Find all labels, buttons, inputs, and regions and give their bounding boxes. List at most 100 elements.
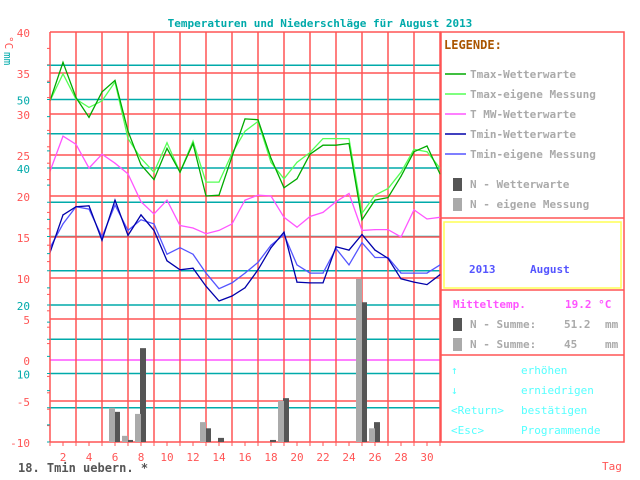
- data-point: [114, 204, 116, 206]
- data-point: [127, 234, 129, 236]
- sum-own-value: 45: [564, 338, 577, 351]
- temp-unit-label: °C: [2, 36, 15, 49]
- axes: 2 4 6 8 10 12 14 16 18 20 22 24 26 28 3040353025201510…: [10, 27, 441, 464]
- data-point: [179, 269, 181, 271]
- data-point: [335, 144, 337, 146]
- data-point: [166, 142, 168, 144]
- period-month: August: [530, 263, 570, 276]
- key-down[interactable]: ↓: [451, 384, 458, 397]
- series-line-tmin-eigene-messung: [49, 203, 441, 290]
- legend-item-n-own: N - eigene Messung: [453, 198, 589, 211]
- data-point: [153, 179, 155, 181]
- key-up[interactable]: ↑: [451, 364, 458, 377]
- x-tick-label: 20: [290, 451, 303, 464]
- data-point: [348, 249, 350, 251]
- data-point: [166, 253, 168, 255]
- data-point: [374, 256, 376, 259]
- data-point: [335, 138, 337, 140]
- data-point: [244, 118, 246, 120]
- data-point: [244, 287, 246, 289]
- data-point: [75, 143, 77, 145]
- precip-bar: [140, 348, 146, 442]
- data-point: [270, 247, 272, 249]
- data-point: [322, 282, 324, 284]
- temp-lines: [49, 60, 441, 302]
- data-point: [218, 194, 220, 196]
- precip-bar: [127, 439, 133, 442]
- data-point: [361, 233, 363, 236]
- data-point: [426, 151, 428, 153]
- data-point: [374, 229, 376, 231]
- data-point: [322, 211, 324, 213]
- data-point: [348, 138, 350, 140]
- precip-bar: [278, 400, 284, 442]
- legend-item-tmin-own: Tmin-eigene Messung: [445, 148, 596, 161]
- data-point: [413, 151, 415, 153]
- x-tick-label: 8: [138, 451, 145, 464]
- data-point: [114, 79, 116, 81]
- key-return[interactable]: <Return>: [451, 404, 504, 417]
- precip-bar: [270, 439, 276, 442]
- data-point: [62, 135, 64, 137]
- legend-label: Tmax-Wetterwarte: [470, 68, 576, 81]
- data-point: [322, 138, 324, 140]
- data-point: [374, 249, 376, 251]
- data-point: [296, 161, 298, 163]
- precip-bar: [122, 435, 128, 442]
- x-tick-label: 16: [238, 451, 251, 464]
- data-point: [374, 199, 376, 201]
- data-point: [205, 272, 207, 274]
- x-tick-label: 12: [186, 451, 199, 464]
- data-point: [270, 157, 272, 159]
- side-panel: LEGENDE: Tmax-Wetterwarte Tmax-eigene Me…: [440, 31, 625, 443]
- data-point: [426, 218, 428, 220]
- data-point: [166, 260, 168, 262]
- data-point: [231, 152, 233, 154]
- data-point: [179, 171, 181, 173]
- key-esc[interactable]: <Esc>: [451, 424, 484, 437]
- legend-label: T MW-Wetterwarte: [470, 108, 576, 121]
- legend-item-tmax-own: Tmax-eigene Messung: [445, 88, 596, 101]
- data-point: [413, 272, 415, 274]
- data-point: [348, 192, 350, 195]
- data-point: [218, 300, 220, 302]
- grid: [50, 31, 441, 443]
- data-point: [400, 236, 402, 238]
- precip-bar: [218, 437, 224, 442]
- precip-bar: [356, 278, 362, 442]
- data-point: [205, 233, 207, 235]
- data-point: [166, 147, 168, 150]
- data-point: [88, 106, 90, 109]
- n-ww-swatch: [453, 318, 462, 331]
- sum-own-unit: mm: [605, 338, 619, 351]
- precip-bar: [205, 428, 211, 442]
- data-point: [283, 187, 285, 189]
- data-point: [322, 144, 324, 146]
- data-point: [153, 223, 155, 225]
- data-point: [218, 181, 220, 183]
- data-point: [88, 116, 90, 118]
- n-own-swatch: [453, 338, 462, 351]
- data-point: [361, 212, 363, 214]
- x-tick-label: 24: [342, 451, 356, 464]
- data-point: [296, 264, 298, 266]
- data-point: [400, 171, 402, 173]
- data-point: [114, 162, 116, 164]
- data-point: [88, 205, 90, 207]
- temp-tick-label: 25: [17, 150, 30, 163]
- sum-ww-unit: mm: [605, 318, 619, 331]
- temp-tick-label: -5: [17, 396, 30, 409]
- action-confirm: bestätigen: [521, 404, 587, 417]
- data-point: [192, 140, 194, 142]
- data-point: [426, 283, 428, 286]
- data-point: [270, 161, 272, 163]
- data-point: [192, 227, 194, 229]
- data-point: [426, 272, 428, 274]
- precip-bar: [109, 407, 115, 442]
- data-point: [127, 173, 129, 175]
- series-line-tmax-eigene-messung: [49, 72, 441, 215]
- data-point: [62, 61, 64, 63]
- action-increase: erhöhen: [521, 364, 567, 377]
- legend-item-n-ww: N - Wetterwarte: [453, 178, 570, 191]
- data-point: [400, 278, 402, 280]
